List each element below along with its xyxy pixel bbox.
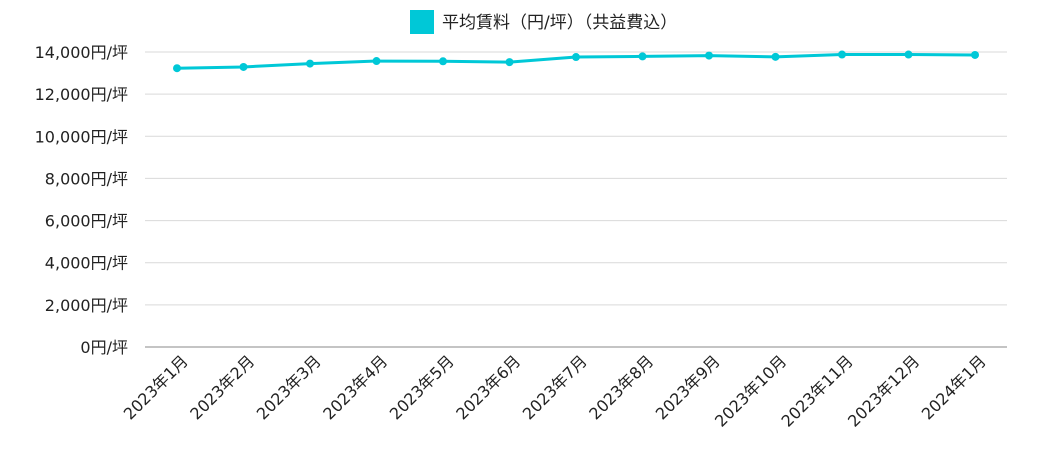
data-point[interactable] <box>638 52 647 61</box>
y-tick-label: 14,000円/坪 <box>35 43 128 62</box>
x-tick-label: 2023年9月 <box>652 351 724 423</box>
data-point[interactable] <box>971 50 979 59</box>
gridlines <box>145 51 1007 348</box>
x-tick-label: 2023年1月 <box>120 351 192 423</box>
x-tick-label: 2023年12月 <box>844 351 923 430</box>
data-point[interactable] <box>572 53 580 62</box>
x-tick-label: 2023年5月 <box>386 351 458 423</box>
y-tick-label: 2,000円/坪 <box>45 296 128 315</box>
y-tick-label: 4,000円/坪 <box>45 254 128 273</box>
x-axis: 2023年1月2023年2月2023年3月2023年4月2023年5月2023年… <box>120 351 990 430</box>
y-tick-label: 12,000円/坪 <box>35 85 128 104</box>
legend-swatch <box>410 10 434 34</box>
data-point[interactable] <box>306 59 314 68</box>
legend-label: 平均賃料（円/坪）（共益費込） <box>442 13 677 33</box>
x-tick-label: 2023年7月 <box>519 351 591 423</box>
data-point[interactable] <box>838 50 846 59</box>
data-point[interactable] <box>771 52 780 61</box>
data-point[interactable] <box>372 57 381 66</box>
data-point[interactable] <box>439 57 447 66</box>
y-axis: 0円/坪 2,000円/坪 4,000円/坪 6,000円/坪 8,000円/坪 10,0… <box>35 43 128 357</box>
y-tick-label: 8,000円/坪 <box>45 169 128 188</box>
x-tick-label: 2024年1月 <box>918 351 990 423</box>
data-point[interactable] <box>705 51 713 60</box>
y-tick-label: 6,000円/坪 <box>45 212 128 231</box>
x-tick-label: 2023年6月 <box>452 351 524 423</box>
x-tick-label: 2023年4月 <box>319 351 391 423</box>
legend: 平均賃料（円/坪）（共益費込） <box>410 10 677 34</box>
data-point[interactable] <box>173 64 181 73</box>
x-tick-label: 2023年2月 <box>186 351 258 423</box>
data-point[interactable] <box>505 58 514 67</box>
x-tick-label: 2023年3月 <box>253 351 325 423</box>
y-tick-label: 0円/坪 <box>80 338 128 357</box>
x-tick-label: 2023年8月 <box>585 351 657 423</box>
y-tick-label: 10,000円/坪 <box>35 127 128 146</box>
data-point[interactable] <box>239 62 248 71</box>
data-point[interactable] <box>904 50 913 59</box>
series-layer <box>173 50 979 73</box>
